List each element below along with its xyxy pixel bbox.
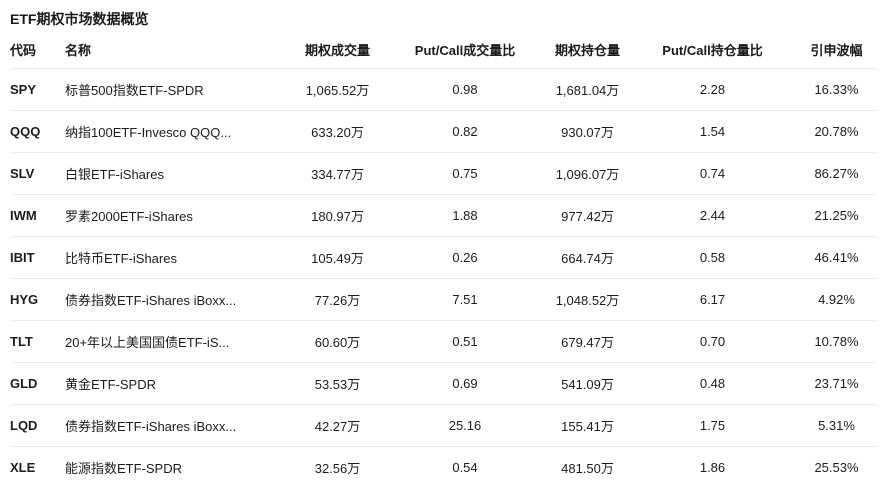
cell-pcv: 25.16	[385, 403, 545, 446]
cell-iv: 23.71%	[795, 361, 878, 404]
table-row-QQQ[interactable]: QQQ 纳指100ETF-Invesco QQQ... 633.20万 0.82 930…	[10, 109, 878, 152]
cell-iv: 16.33%	[814, 81, 859, 97]
table-row-LQD[interactable]: LQD 债券指数ETF-iShares iBoxx... 42.27万 25.16 15…	[10, 403, 878, 446]
cell-name: 罗素2000ETF-iShares	[55, 193, 290, 236]
cell-oi: 155.41万	[545, 403, 630, 446]
cell-name: 白银ETF-iShares	[55, 151, 290, 194]
cell-code: QQQ	[10, 109, 55, 152]
cell-oi: 930.07万	[545, 109, 630, 152]
cell-oi: 1,096.07万	[545, 151, 630, 194]
cell-code: SLV	[10, 151, 55, 194]
cell-volume: 334.77万	[290, 151, 385, 194]
cell-pcv: 0.54	[385, 445, 545, 488]
cell-oi: 1,048.52万	[545, 277, 630, 320]
table-row-TLT[interactable]: TLT 20+年以上美国国债ETF-iS... 60.60万 0.51 679.47万 0…	[10, 319, 878, 362]
cell-name: 比特币ETF-iShares	[55, 235, 290, 278]
cell-code: TLT	[10, 319, 55, 362]
column-header-volume: 期权成交量	[290, 32, 385, 69]
cell-name: 能源指数ETF-SPDR	[55, 445, 290, 488]
cell-volume: 633.20万	[290, 109, 385, 152]
cell-oi: 1,681.04万	[555, 82, 620, 98]
cell-code: IWM	[10, 193, 55, 236]
cell-name: 黄金ETF-SPDR	[55, 361, 290, 404]
page-title: ETF期权市场数据概览	[10, 11, 149, 27]
cell-code: SPY	[10, 81, 37, 97]
table-row-IWM[interactable]: IWM 罗素2000ETF-iShares 180.97万 1.88 977.42万 2.…	[10, 193, 878, 236]
cell-pcv: 0.82	[385, 109, 545, 152]
cell-pcv: 7.51	[385, 277, 545, 320]
cell-volume: 1,065.52万	[305, 82, 370, 98]
cell-code: IBIT	[10, 235, 55, 278]
cell-oi: 977.42万	[545, 193, 630, 236]
cell-pcoi: 2.44	[630, 193, 795, 236]
cell-volume: 180.97万	[290, 193, 385, 236]
cell-pcv: 0.75	[385, 151, 545, 194]
cell-pcv: 0.98	[452, 81, 478, 97]
cell-code: GLD	[10, 361, 55, 404]
column-header-iv: 引申波幅	[795, 32, 878, 69]
cell-code: HYG	[10, 277, 55, 320]
cell-pcv: 0.26	[385, 235, 545, 278]
cell-iv: 5.31%	[795, 403, 878, 446]
cell-volume: 53.53万	[290, 361, 385, 404]
column-header-oi: 期权持仓量	[545, 32, 630, 69]
column-header-pcv: Put/Call成交量比	[385, 32, 545, 69]
cell-volume: 77.26万	[290, 277, 385, 320]
cell-pcoi: 0.74	[630, 151, 795, 194]
cell-volume: 60.60万	[290, 319, 385, 362]
table-body: SPY 标普500指数ETF-SPDR 1,065.52万 0.98 1,681.04万…	[10, 68, 878, 488]
table-row-XLE[interactable]: XLE 能源指数ETF-SPDR 32.56万 0.54 481.50万 1.86 25.5…	[10, 445, 878, 488]
cell-pcv: 1.88	[385, 193, 545, 236]
cell-iv: 25.53%	[795, 445, 878, 488]
column-header-code: 代码	[10, 32, 55, 69]
cell-pcoi: 1.54	[630, 109, 795, 152]
cell-iv: 10.78%	[795, 319, 878, 362]
table-row-IBIT[interactable]: IBIT 比特币ETF-iShares 105.49万 0.26 664.74万 0.58…	[10, 235, 878, 278]
cell-pcoi: 0.48	[630, 361, 795, 404]
cell-pcoi: 0.58	[630, 235, 795, 278]
etf-options-table: 代码 名称 期权成交量 Put/Call成交量比 期权持仓量 Put/Call持仓量比 引申…	[10, 32, 878, 488]
cell-iv: 21.25%	[795, 193, 878, 236]
cell-iv: 86.27%	[795, 151, 878, 194]
cell-pcoi: 0.70	[630, 319, 795, 362]
column-header-pcoi: Put/Call持仓量比	[630, 32, 795, 69]
cell-iv: 46.41%	[795, 235, 878, 278]
cell-pcv: 0.51	[385, 319, 545, 362]
cell-name: 20+年以上美国国债ETF-iS...	[55, 319, 290, 362]
cell-oi: 481.50万	[545, 445, 630, 488]
cell-oi: 541.09万	[545, 361, 630, 404]
cell-name: 标普500指数ETF-SPDR	[65, 82, 204, 98]
cell-pcv: 0.69	[385, 361, 545, 404]
cell-name: 纳指100ETF-Invesco QQQ...	[55, 109, 290, 152]
table-row-SLV[interactable]: SLV 白银ETF-iShares 334.77万 0.75 1,096.07万 0.74…	[10, 151, 878, 194]
cell-oi: 664.74万	[545, 235, 630, 278]
cell-pcoi: 6.17	[630, 277, 795, 320]
cell-pcoi: 1.86	[630, 445, 795, 488]
cell-iv: 20.78%	[795, 109, 878, 152]
cell-volume: 32.56万	[290, 445, 385, 488]
cell-name: 债券指数ETF-iShares iBoxx...	[55, 403, 290, 446]
cell-pcoi: 1.75	[630, 403, 795, 446]
cell-oi: 679.47万	[545, 319, 630, 362]
table-row-GLD[interactable]: GLD 黄金ETF-SPDR 53.53万 0.69 541.09万 0.48 23.71%	[10, 361, 878, 404]
table-row-SPY[interactable]: SPY 标普500指数ETF-SPDR 1,065.52万 0.98 1,681.04万…	[10, 68, 878, 110]
table-header-row: 代码 名称 期权成交量 Put/Call成交量比 期权持仓量 Put/Call持仓量比 引申…	[10, 32, 878, 69]
cell-code: LQD	[10, 403, 55, 446]
table-row-HYG[interactable]: HYG 债券指数ETF-iShares iBoxx... 77.26万 7.51 1,0…	[10, 277, 878, 320]
cell-iv: 4.92%	[795, 277, 878, 320]
cell-pcoi: 2.28	[699, 81, 726, 97]
cell-code: XLE	[10, 445, 55, 488]
cell-volume: 105.49万	[290, 235, 385, 278]
cell-volume: 42.27万	[290, 403, 385, 446]
cell-name: 债券指数ETF-iShares iBoxx...	[55, 277, 290, 320]
column-header-name: 名称	[55, 32, 290, 69]
